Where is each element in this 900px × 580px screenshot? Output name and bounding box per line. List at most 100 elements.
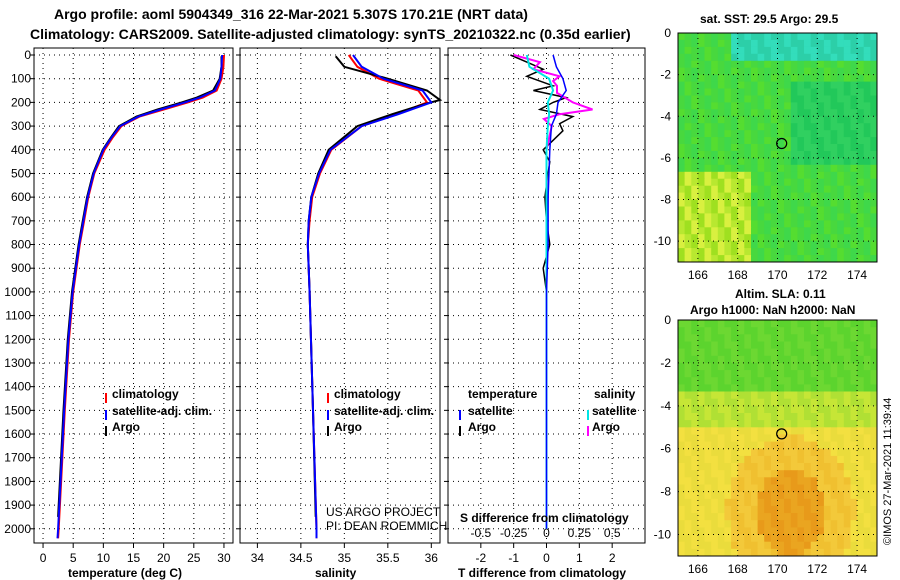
map-cell	[751, 505, 759, 514]
map-cell	[757, 463, 765, 471]
map-cell	[830, 513, 838, 521]
map-cell	[850, 320, 858, 328]
map-cell	[744, 534, 752, 543]
map-cell	[764, 33, 772, 41]
map-cell	[704, 355, 712, 364]
map-cell	[770, 320, 778, 328]
map-cell	[770, 206, 778, 214]
map-cell	[797, 137, 805, 145]
map-cell	[744, 60, 752, 69]
map-cell	[790, 234, 798, 242]
map-cell	[697, 548, 705, 557]
map-cell	[757, 151, 765, 159]
map-cell	[744, 427, 752, 435]
map-cell	[870, 391, 878, 400]
map-cell	[784, 164, 792, 173]
map-cell	[810, 102, 818, 110]
map-cell	[777, 130, 785, 138]
map-cell	[863, 505, 871, 514]
map-cell	[744, 391, 752, 400]
map-cell	[678, 88, 686, 96]
map-cell	[711, 348, 719, 357]
map-cell	[764, 334, 772, 342]
map-cell	[678, 220, 686, 228]
map-cell	[837, 398, 845, 407]
map-cell	[797, 548, 805, 557]
map-cell	[870, 157, 878, 166]
map-cell	[817, 53, 825, 62]
map-cell	[790, 320, 798, 328]
x-tick-label: 2	[609, 551, 616, 565]
map-cell	[770, 137, 778, 145]
map-cell	[744, 334, 752, 342]
map-cell	[684, 206, 692, 214]
map-cell	[751, 185, 759, 194]
map-cell	[817, 541, 825, 550]
map-cell	[757, 46, 765, 55]
map-cell	[790, 348, 798, 357]
map-cell	[804, 151, 812, 159]
map-cell	[764, 116, 772, 124]
map-cell	[837, 348, 845, 357]
map-cell	[717, 88, 725, 96]
map-cell	[751, 248, 759, 256]
map-cell	[724, 116, 732, 124]
map-cell	[684, 470, 692, 478]
map-cell	[737, 334, 745, 342]
map-cell	[784, 420, 792, 428]
map-cell	[724, 384, 732, 393]
map-cell	[697, 477, 705, 485]
map-cell	[790, 484, 798, 493]
map-cell	[704, 81, 712, 89]
map-cell	[797, 116, 805, 124]
map-cell	[823, 491, 831, 500]
map-cell	[817, 116, 825, 124]
map-cell	[797, 109, 805, 117]
map-cell	[691, 341, 699, 350]
map-cell	[810, 144, 818, 152]
map-cell	[764, 53, 772, 62]
map-cell	[804, 441, 812, 450]
map-cell	[717, 60, 725, 69]
map-cell	[817, 227, 825, 235]
map-cell	[823, 144, 831, 152]
map-cell	[691, 441, 699, 450]
map-cell	[843, 164, 851, 173]
x-tick-label: 36	[425, 551, 439, 565]
map-cell	[691, 255, 699, 263]
map-cell	[857, 220, 865, 228]
map-cell	[850, 33, 858, 41]
map-cell	[678, 255, 686, 263]
y-tick-label: 2000	[4, 522, 31, 536]
map-cell	[817, 60, 825, 69]
map-cell	[684, 185, 692, 194]
map-cell	[797, 513, 805, 521]
map-cell	[797, 67, 805, 76]
map-cell	[850, 116, 858, 124]
map-cell	[777, 420, 785, 428]
map-cell	[777, 441, 785, 450]
map-cell	[850, 441, 858, 450]
map-cell	[697, 178, 705, 187]
map-cell	[843, 491, 851, 500]
map-cell	[784, 227, 792, 235]
map-cell	[843, 81, 851, 89]
map-cell	[823, 88, 831, 96]
map-cell	[804, 248, 812, 256]
map-cell	[717, 67, 725, 76]
map-cell	[691, 384, 699, 393]
map-cell	[684, 164, 692, 173]
map-cell	[830, 413, 838, 421]
map-cell	[863, 384, 871, 393]
map-cell	[744, 513, 752, 521]
map-cell	[744, 109, 752, 117]
map-cell	[837, 130, 845, 138]
map-cell	[837, 39, 845, 48]
map-cell	[704, 46, 712, 55]
map-cell	[684, 391, 692, 400]
map-cell	[850, 67, 858, 76]
map-cell	[784, 341, 792, 350]
map-cell	[777, 255, 785, 263]
x-tick-label: 35.5	[376, 551, 400, 565]
map-cell	[810, 53, 818, 62]
